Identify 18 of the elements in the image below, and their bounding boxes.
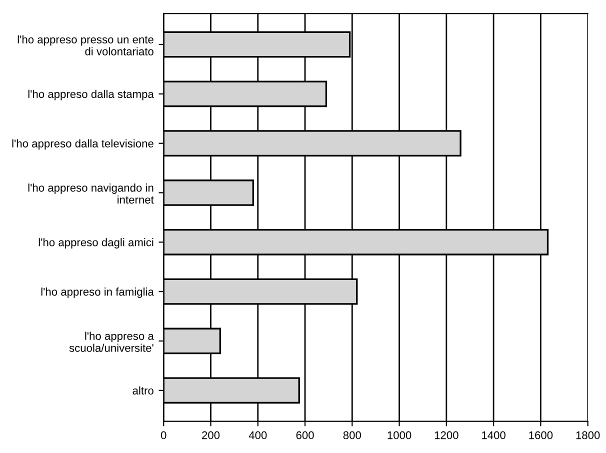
x-tick-label: 1000 — [388, 431, 412, 440]
x-tick-label: 800 — [343, 431, 361, 440]
x-tick-label: 0 — [160, 431, 166, 440]
x-tick-label: 1400 — [482, 431, 506, 440]
y-tick-label: l'ho appreso dagli amici — [38, 238, 154, 248]
x-tick-label: 400 — [248, 431, 267, 440]
x-tick-label: 600 — [296, 431, 314, 440]
y-tick-label: l'ho appreso dalla stampa — [28, 90, 154, 100]
x-tick-label: 1800 — [576, 431, 600, 440]
y-tick-label: l'ho appreso navigando in internet — [28, 184, 154, 204]
y-tick-label: l'ho appreso presso un ente di volontariato — [18, 35, 154, 56]
y-tick-label: altro — [132, 386, 154, 395]
y-tick-label: l'ho appreso in famiglia — [41, 288, 154, 298]
x-tick-label: 1600 — [529, 431, 553, 440]
y-tick-label: l'ho appreso a scuola/universite' — [69, 332, 154, 352]
y-tick-label: l'ho appreso dalla televisione — [12, 139, 154, 150]
x-tick-label: 1200 — [434, 431, 458, 440]
x-tick-label: 200 — [202, 431, 220, 440]
